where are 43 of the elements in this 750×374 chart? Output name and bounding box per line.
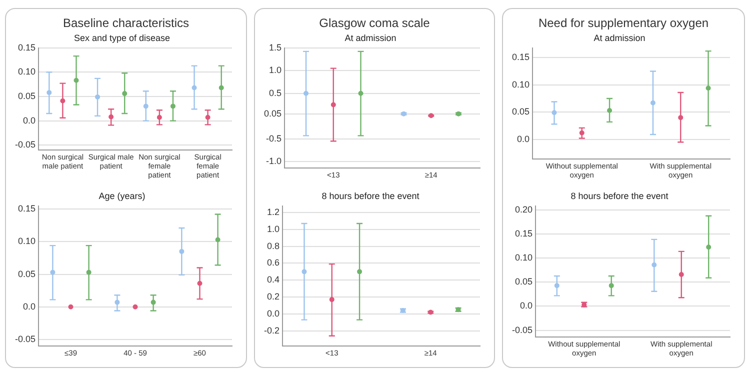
- y-tick-label: 0.10: [18, 66, 36, 77]
- chart-title: 8 hours before the event: [322, 190, 420, 201]
- chart-title: Age (years): [98, 190, 146, 201]
- y-tick-label: -0.05: [15, 334, 36, 344]
- y-tick-label: 0.2: [266, 292, 280, 302]
- y-tick-label: 1.0: [266, 224, 280, 234]
- y-tick-label: -0.05: [15, 140, 36, 150]
- y-tick-label: 0.8: [266, 240, 280, 251]
- chart-subtitle: At admission: [344, 32, 396, 43]
- y-tick-label: 0.05: [18, 90, 36, 101]
- chart-subtitle: Sex and type of disease: [74, 32, 170, 43]
- y-tick-label: 0.15: [514, 228, 533, 239]
- y-tick-label: 0.15: [18, 42, 36, 52]
- y-tick-label: 0.10: [18, 236, 36, 246]
- y-tick-label: 0.5: [269, 88, 282, 98]
- y-tick-label: 0.05: [514, 276, 533, 287]
- chart-title: Need for supplementary oxygen: [537, 15, 710, 31]
- y-tick-label: -0.5: [266, 133, 282, 144]
- chart-subtitle: At admission: [594, 32, 646, 43]
- y-tick-label: 0.15: [512, 52, 530, 62]
- chart-title: Baseline characteristics: [62, 15, 190, 31]
- y-tick-label: 0.15: [18, 204, 36, 214]
- chart-title: Glasgow coma scale: [318, 15, 431, 31]
- y-tick-label: 1.2: [266, 207, 280, 218]
- y-tick-label: 1.5: [269, 42, 282, 52]
- y-tick-label: 0.4: [266, 274, 280, 285]
- y-tick-label: 0.20: [514, 204, 533, 215]
- y-tick-label: 0.0: [23, 115, 36, 126]
- chart-title: 8 hours before the event: [570, 190, 669, 201]
- y-tick-label: 0.10: [514, 252, 533, 263]
- y-tick-label: 1.0: [269, 65, 282, 76]
- y-tick-label: 0.05: [264, 108, 282, 118]
- y-tick-label: 0.0: [520, 300, 533, 311]
- y-tick-label: -0.05: [512, 324, 533, 335]
- y-tick-label: 0.10: [512, 79, 530, 90]
- y-tick-label: 0.0: [23, 301, 36, 312]
- y-tick-label: -1.0: [266, 156, 282, 166]
- y-tick-label: 0.0: [266, 308, 280, 318]
- y-tick-label: 0.0: [517, 134, 530, 144]
- y-tick-label: 0.05: [512, 106, 530, 117]
- y-tick-label: -0.2: [264, 325, 280, 336]
- y-tick-label: 0.6: [266, 258, 280, 268]
- y-tick-label: 0.05: [18, 268, 36, 279]
